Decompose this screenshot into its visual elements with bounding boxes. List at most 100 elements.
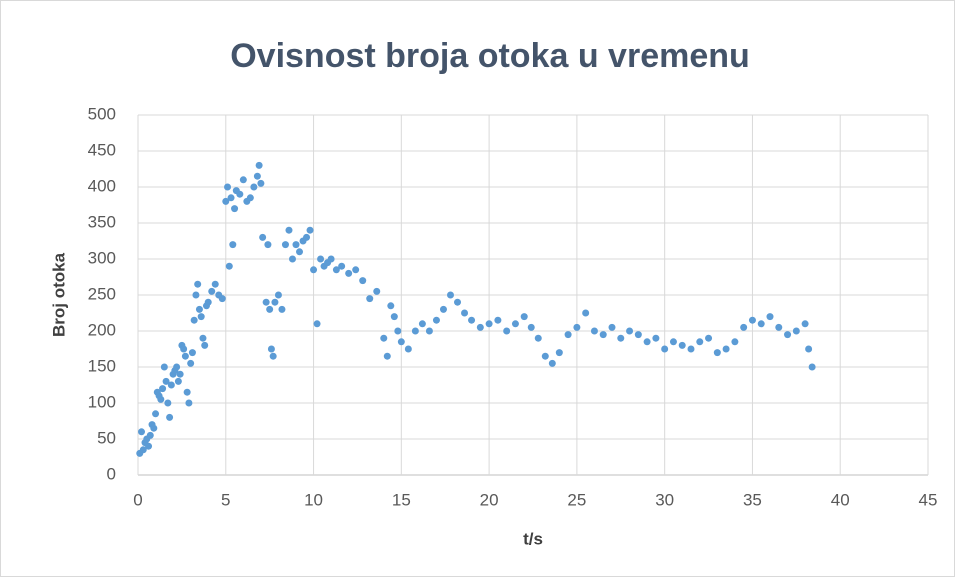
data-point xyxy=(266,305,274,313)
data-point xyxy=(454,298,462,306)
data-point xyxy=(608,323,616,331)
data-point xyxy=(152,410,160,418)
data-point xyxy=(757,320,765,328)
data-point xyxy=(722,345,730,353)
data-point xyxy=(390,313,398,321)
x-tick-label: 40 xyxy=(831,490,850,509)
data-point xyxy=(288,255,296,263)
data-point xyxy=(139,446,147,454)
data-point xyxy=(285,226,293,234)
data-point xyxy=(564,331,572,339)
data-point xyxy=(338,262,346,270)
y-tick-label: 300 xyxy=(88,248,116,267)
data-point xyxy=(461,309,469,317)
data-point xyxy=(411,327,419,335)
data-point xyxy=(211,280,219,288)
data-point xyxy=(573,323,581,331)
data-point xyxy=(317,255,325,263)
data-point xyxy=(162,377,170,385)
data-point xyxy=(224,183,232,191)
data-point xyxy=(296,248,304,256)
data-point xyxy=(527,323,535,331)
y-axis-label: Broj otoka xyxy=(49,252,68,337)
x-tick-label: 20 xyxy=(480,490,499,509)
data-point xyxy=(345,269,353,277)
data-point xyxy=(555,349,563,357)
data-point xyxy=(418,320,426,328)
data-point xyxy=(164,399,172,407)
x-tick-label: 5 xyxy=(221,490,230,509)
data-point xyxy=(264,241,272,249)
data-point xyxy=(617,334,625,342)
data-point xyxy=(180,345,188,353)
data-point xyxy=(194,280,202,288)
data-point xyxy=(183,388,191,396)
data-point xyxy=(192,291,200,299)
data-point xyxy=(292,241,300,249)
data-point xyxy=(157,395,165,403)
data-point xyxy=(520,313,528,321)
data-point xyxy=(332,266,340,274)
data-point xyxy=(239,176,247,184)
data-point xyxy=(439,305,447,313)
y-tick-label: 200 xyxy=(88,320,116,339)
y-tick-label: 0 xyxy=(107,464,116,483)
data-point xyxy=(485,320,493,328)
y-tick-label: 150 xyxy=(88,356,116,375)
data-point xyxy=(159,385,167,393)
data-point xyxy=(150,424,158,432)
y-tick-label: 50 xyxy=(97,428,116,447)
data-point xyxy=(257,179,265,187)
data-point xyxy=(229,241,237,249)
x-tick-label: 0 xyxy=(133,490,142,509)
data-point xyxy=(218,295,226,303)
data-point xyxy=(784,331,792,339)
data-point xyxy=(801,320,809,328)
data-point xyxy=(176,370,184,378)
data-point xyxy=(740,323,748,331)
data-point xyxy=(185,399,193,407)
x-tick-label: 25 xyxy=(567,490,586,509)
data-point xyxy=(246,194,254,202)
data-point xyxy=(432,316,440,324)
data-point xyxy=(190,316,198,324)
data-point xyxy=(713,349,721,357)
data-point xyxy=(669,338,677,346)
data-point xyxy=(166,413,174,421)
data-point xyxy=(661,345,669,353)
data-point xyxy=(313,320,321,328)
y-tick-label: 400 xyxy=(88,176,116,195)
data-point xyxy=(541,352,549,360)
data-point xyxy=(160,363,168,371)
data-point xyxy=(766,313,774,321)
data-point xyxy=(366,295,374,303)
data-point xyxy=(511,320,519,328)
data-point xyxy=(231,205,239,213)
data-point xyxy=(534,334,542,342)
y-tick-label: 350 xyxy=(88,212,116,231)
data-point xyxy=(327,255,335,263)
data-point xyxy=(281,241,289,249)
x-tick-label: 30 xyxy=(655,490,674,509)
data-point xyxy=(582,309,590,317)
data-point xyxy=(792,327,800,335)
data-point xyxy=(269,352,277,360)
y-tick-label: 100 xyxy=(88,392,116,411)
data-point xyxy=(652,334,660,342)
data-point xyxy=(731,338,739,346)
data-point xyxy=(208,287,216,295)
x-tick-label: 15 xyxy=(392,490,411,509)
data-point xyxy=(808,363,816,371)
data-point xyxy=(138,428,146,436)
y-tick-label: 500 xyxy=(88,104,116,123)
data-point xyxy=(494,316,502,324)
data-point xyxy=(397,338,405,346)
data-point xyxy=(380,334,388,342)
data-point xyxy=(222,197,230,205)
data-point xyxy=(310,266,318,274)
data-point xyxy=(352,266,360,274)
data-point xyxy=(468,316,476,324)
data-point xyxy=(404,345,412,353)
data-point xyxy=(446,291,454,299)
